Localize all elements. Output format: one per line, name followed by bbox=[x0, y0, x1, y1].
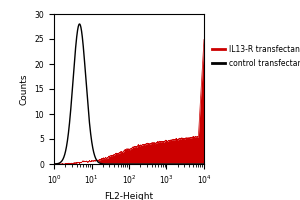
X-axis label: FL2-Height: FL2-Height bbox=[104, 192, 154, 200]
Y-axis label: Counts: Counts bbox=[20, 73, 29, 105]
Legend: IL13-R transfectant, control transfectant: IL13-R transfectant, control transfectan… bbox=[211, 44, 300, 69]
